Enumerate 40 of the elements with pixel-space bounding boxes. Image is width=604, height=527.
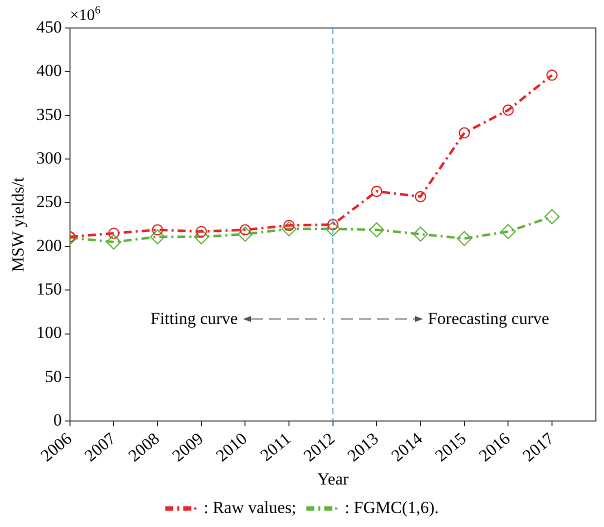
point — [414, 191, 426, 202]
annotation: Forecasting curve — [428, 308, 550, 328]
y-tick-label: 400 — [36, 61, 62, 80]
point — [281, 221, 297, 237]
point — [106, 234, 122, 250]
x-tick-label: 2011 — [256, 428, 294, 465]
y-tick-label: 350 — [36, 104, 62, 124]
point — [456, 230, 472, 246]
point — [544, 209, 560, 224]
point — [412, 226, 428, 242]
point — [150, 229, 166, 244]
legend-label: : Raw values; — [204, 498, 296, 517]
y-axis-title: MSW yields/t — [8, 176, 28, 272]
point — [152, 224, 164, 236]
x-tick-label: 2008 — [124, 428, 163, 466]
point — [500, 224, 516, 240]
y-tick-label: 150 — [36, 280, 62, 299]
annotation: Fitting curve — [150, 308, 238, 328]
x-tick-label: 2012 — [300, 428, 338, 466]
x-tick-label: 2009 — [168, 428, 207, 466]
y-tick-label: 0 — [53, 410, 62, 430]
y-tick-label: 100 — [36, 323, 62, 342]
y-tick-label: 50 — [44, 366, 62, 386]
point — [194, 229, 209, 244]
y-tick-label: 250 — [36, 192, 62, 212]
point — [458, 127, 470, 138]
point — [546, 70, 558, 81]
point — [502, 104, 514, 116]
x-axis-title: Year — [317, 469, 349, 488]
point — [325, 221, 340, 237]
y-tick-label: 300 — [36, 148, 62, 168]
y-tick-label: 450 — [36, 17, 62, 36]
point — [238, 226, 253, 242]
y-tick-label: 200 — [36, 236, 62, 255]
point — [371, 186, 382, 197]
x-tick-label: 2010 — [212, 428, 251, 466]
point — [369, 222, 384, 238]
point — [108, 228, 120, 239]
x-tick-label: 2013 — [344, 428, 382, 466]
legend-label: : FGMC(1,6). — [344, 498, 439, 517]
